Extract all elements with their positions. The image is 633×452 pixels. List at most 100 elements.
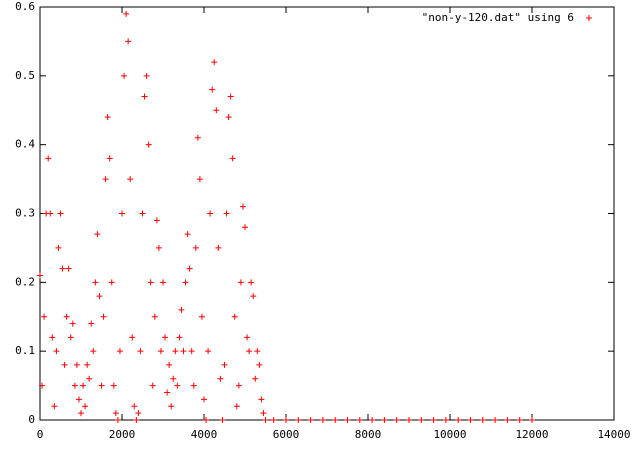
point (129, 334, 136, 341)
point (47, 210, 54, 217)
point (319, 417, 326, 423)
point (131, 403, 138, 410)
point (110, 382, 117, 389)
point (190, 382, 197, 389)
point (121, 72, 128, 79)
point (203, 417, 210, 423)
point (135, 410, 142, 417)
point (116, 348, 123, 355)
point (164, 389, 171, 396)
point (114, 417, 121, 423)
point (217, 375, 224, 382)
point (418, 417, 425, 423)
point (529, 417, 535, 423)
point (467, 417, 474, 423)
point (307, 417, 314, 423)
point (151, 313, 158, 320)
point (205, 348, 212, 355)
point (254, 348, 261, 355)
point (233, 403, 240, 410)
point (209, 86, 216, 93)
point (406, 417, 412, 423)
point (71, 382, 78, 389)
point (479, 417, 486, 423)
point (180, 348, 187, 355)
point (155, 244, 162, 251)
point (252, 375, 259, 382)
point (80, 382, 87, 389)
point (125, 38, 132, 45)
point (63, 313, 70, 320)
point (149, 382, 156, 389)
legend-label: "non-y-120.dat" using 6 (422, 11, 574, 24)
y-tick-label: 0 (28, 413, 35, 426)
point (49, 334, 56, 341)
point (94, 231, 101, 238)
point (196, 176, 203, 183)
point (90, 348, 97, 355)
point (192, 244, 199, 251)
point (215, 244, 222, 251)
point (172, 348, 179, 355)
point (198, 313, 205, 320)
point (283, 417, 289, 423)
point (207, 210, 214, 217)
point (182, 279, 189, 286)
point (248, 279, 255, 286)
point (162, 334, 169, 341)
point (393, 417, 400, 423)
point (41, 313, 48, 320)
point (153, 217, 160, 224)
point (84, 361, 91, 368)
point (78, 410, 84, 417)
point (160, 279, 166, 286)
x-tick-label: 8000 (355, 428, 382, 441)
point (188, 348, 195, 355)
point (59, 265, 66, 272)
y-tick-label: 0.1 (15, 344, 35, 357)
point (455, 417, 462, 423)
y-tick-label: 0.5 (15, 69, 35, 82)
point (53, 348, 60, 355)
point (332, 417, 339, 423)
point (86, 375, 93, 382)
point (61, 361, 68, 368)
point (237, 279, 244, 286)
point (143, 72, 150, 79)
legend-marker (586, 15, 592, 21)
point (39, 382, 46, 389)
point (176, 334, 183, 341)
point (246, 348, 253, 355)
point (112, 410, 119, 417)
point (186, 265, 193, 272)
point (98, 382, 105, 389)
point (219, 417, 226, 423)
point (45, 155, 52, 162)
point (262, 417, 269, 423)
point (88, 320, 95, 327)
point (369, 417, 376, 423)
point (223, 210, 230, 217)
point (174, 382, 181, 389)
point (92, 279, 99, 286)
x-tick-label: 14000 (597, 428, 630, 441)
point (201, 396, 207, 403)
point (57, 210, 64, 217)
point (211, 59, 218, 66)
point (73, 361, 80, 368)
point (147, 279, 154, 286)
x-tick-label: 2000 (109, 428, 136, 441)
point (250, 293, 257, 300)
point (100, 313, 107, 320)
point (442, 417, 449, 423)
point (239, 203, 246, 210)
point (166, 361, 173, 368)
plot-frame (39, 6, 615, 421)
point (492, 417, 499, 423)
point (227, 93, 234, 100)
point (123, 10, 130, 17)
point (157, 348, 164, 355)
y-tick-label: 0.4 (15, 138, 35, 151)
point (141, 93, 148, 100)
point (213, 107, 220, 114)
